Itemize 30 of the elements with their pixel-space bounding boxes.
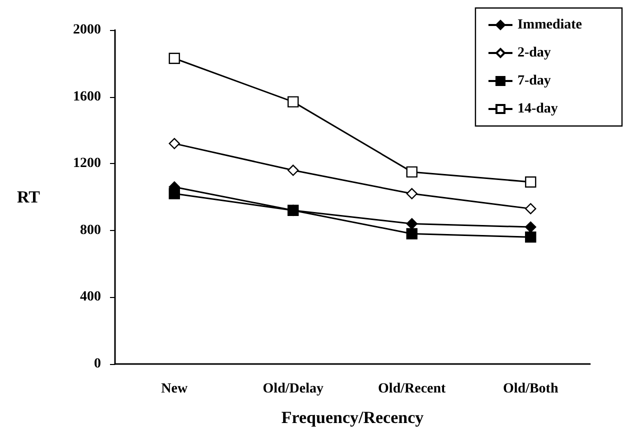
point: [525, 221, 536, 233]
x-tick-label: Old/Both: [503, 382, 558, 396]
y-tick-label: 800: [80, 222, 101, 238]
legend-label: Immediate: [517, 18, 582, 32]
x-tick-label: New: [161, 382, 188, 396]
point: [168, 138, 180, 150]
legend-label: 14-day: [517, 102, 558, 116]
point: [525, 203, 536, 214]
x-tick-label: Old/Delay: [262, 382, 324, 396]
point: [406, 218, 418, 230]
x-tick-label: Old/Recent: [378, 382, 446, 396]
point: [406, 188, 418, 200]
point: [406, 166, 418, 178]
y-tick-label: 2000: [73, 22, 101, 38]
point: [406, 228, 418, 240]
y-tick-label: 0: [94, 356, 101, 372]
point: [288, 204, 299, 216]
legend-label: 2-day: [517, 46, 551, 60]
point: [288, 164, 299, 176]
y-tick-label: 1600: [73, 89, 101, 104]
point: [525, 231, 536, 243]
point: [525, 176, 536, 188]
point: [288, 96, 299, 108]
point: [168, 52, 180, 64]
y-axis-title: RT: [16, 188, 41, 206]
y-tick-label: 1200: [73, 156, 101, 172]
y-tick-label: 400: [80, 290, 101, 305]
legend-label: 7-day: [517, 74, 551, 88]
x-axis-title: Frequency/Recency: [281, 408, 424, 427]
point: [168, 188, 180, 200]
